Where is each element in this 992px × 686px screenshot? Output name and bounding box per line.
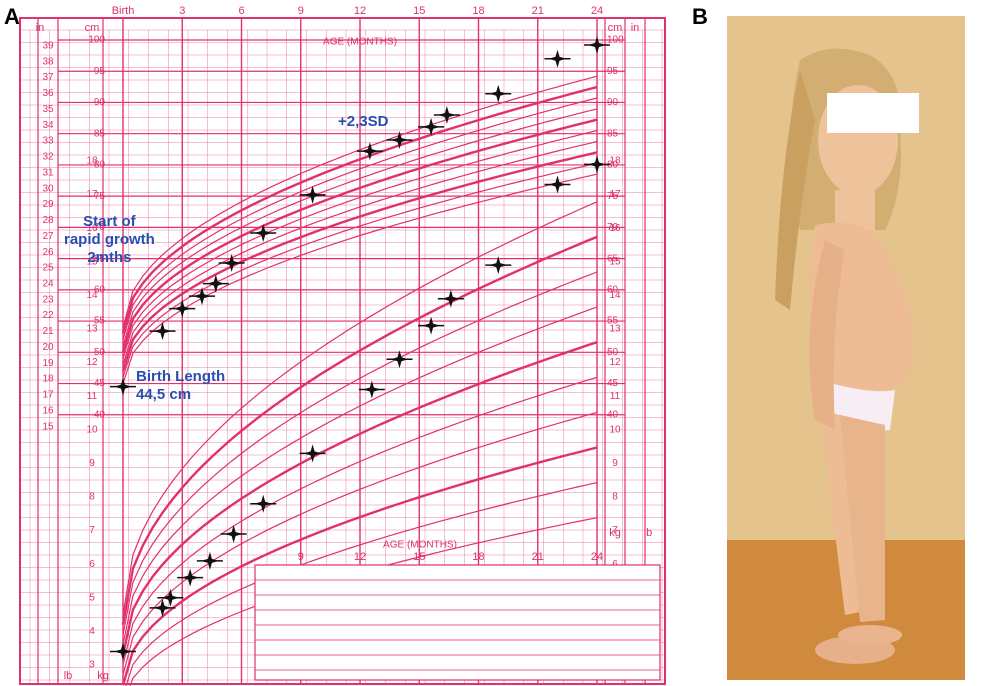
in-tick-label: 17 <box>42 390 54 401</box>
x-tick-label: 21 <box>532 551 544 563</box>
in-tick-label: 36 <box>42 88 54 99</box>
in-tick-label: 28 <box>42 215 54 226</box>
y2-tick-label: 7 <box>89 525 95 536</box>
in-tick-label: 37 <box>42 72 54 83</box>
in-tick-label: 27 <box>42 231 54 242</box>
in-unit: in <box>36 22 45 34</box>
annotation: Birth Length 44,5 cm <box>136 368 225 404</box>
y2-tick-label: 3 <box>89 660 95 671</box>
in-tick-label: 38 <box>42 56 54 67</box>
x-tick-label: 15 <box>413 5 425 17</box>
y2-tick-label: 12 <box>86 357 98 368</box>
in-tick-label: 20 <box>42 342 54 353</box>
y2-tick-label: 9 <box>612 458 618 469</box>
y2-tick-label: 8 <box>89 492 95 503</box>
y2-tick-label: 16 <box>609 223 621 234</box>
annotation: Start of rapid growth 2mths <box>64 213 155 267</box>
y2-tick-label: 13 <box>609 324 621 335</box>
in-tick-label: 21 <box>42 326 54 337</box>
photo <box>727 16 965 680</box>
record-box <box>255 565 660 680</box>
in-tick-label: 26 <box>42 247 54 258</box>
y2-tick-label: 17 <box>609 189 621 200</box>
x-tick-label: 9 <box>298 5 304 17</box>
y2-tick-label: 17 <box>86 189 98 200</box>
x-axis-label: AGE (MONTHS) <box>323 37 397 48</box>
y2-tick-label: 11 <box>87 391 98 402</box>
y2-tick-label: 18 <box>86 156 98 167</box>
y2-tick-label: 10 <box>609 424 621 435</box>
x-tick-label: 12 <box>354 551 366 563</box>
in-tick-label: 22 <box>42 310 54 321</box>
lb-unit: lb <box>64 670 73 682</box>
annotation: +2,3SD <box>338 113 388 131</box>
x-tick-label: 12 <box>354 5 366 17</box>
x-tick-label: 21 <box>532 5 544 17</box>
x-tick-label: 18 <box>472 551 484 563</box>
y2-tick-label: 10 <box>86 424 98 435</box>
y2-tick-label: 18 <box>609 156 621 167</box>
x-tick-label: 24 <box>591 5 603 17</box>
in-tick-label: 23 <box>42 294 54 305</box>
in-tick-label: 31 <box>42 167 54 178</box>
y2-tick-label: 6 <box>89 559 95 570</box>
x-tick-label: 24 <box>591 551 603 563</box>
in-tick-label: 19 <box>42 358 54 369</box>
x-tick-label: Birth <box>112 5 135 17</box>
in-tick-label: 25 <box>42 263 54 274</box>
y2-tick-label: 13 <box>86 324 98 335</box>
x-tick-label: 3 <box>179 5 185 17</box>
in-tick-label: 33 <box>42 136 54 147</box>
in-tick-label: 34 <box>42 120 54 131</box>
y2-tick-label: 8 <box>612 492 618 503</box>
y2-tick-label: 15 <box>609 256 621 267</box>
page: A B Birth369912121515181821212424AGE (MO… <box>0 0 992 686</box>
y2-tick-label: 14 <box>609 290 621 301</box>
y2-tick-label: 11 <box>610 391 621 402</box>
in-tick-label: 32 <box>42 152 54 163</box>
in-tick-label: 16 <box>42 405 54 416</box>
in-tick-label: 24 <box>42 278 54 289</box>
y-unit: cm <box>608 22 623 34</box>
in-tick-label: 39 <box>42 41 54 52</box>
x-tick-label: 18 <box>472 5 484 17</box>
lb-unit: lb <box>644 527 653 539</box>
y2-tick-label: 4 <box>89 626 95 637</box>
x-tick-label: 9 <box>298 551 304 563</box>
in-unit: in <box>631 22 640 34</box>
in-tick-label: 35 <box>42 104 54 115</box>
y2-tick-label: 12 <box>609 357 621 368</box>
y2-unit: kg <box>609 527 621 539</box>
in-tick-label: 29 <box>42 199 54 210</box>
y2-unit: kg <box>97 670 109 682</box>
y-unit: cm <box>85 22 100 34</box>
in-tick-label: 18 <box>42 374 54 385</box>
y2-tick-label: 9 <box>89 458 95 469</box>
figure: Birth369912121515181821212424AGE (MONTHS… <box>0 0 992 686</box>
in-tick-label: 15 <box>42 421 54 432</box>
x-axis-label: AGE (MONTHS) <box>383 540 457 551</box>
y2-tick-label: 14 <box>86 290 98 301</box>
y2-tick-label: 5 <box>89 592 95 603</box>
x-tick-label: 6 <box>238 5 244 17</box>
in-tick-label: 30 <box>42 183 54 194</box>
